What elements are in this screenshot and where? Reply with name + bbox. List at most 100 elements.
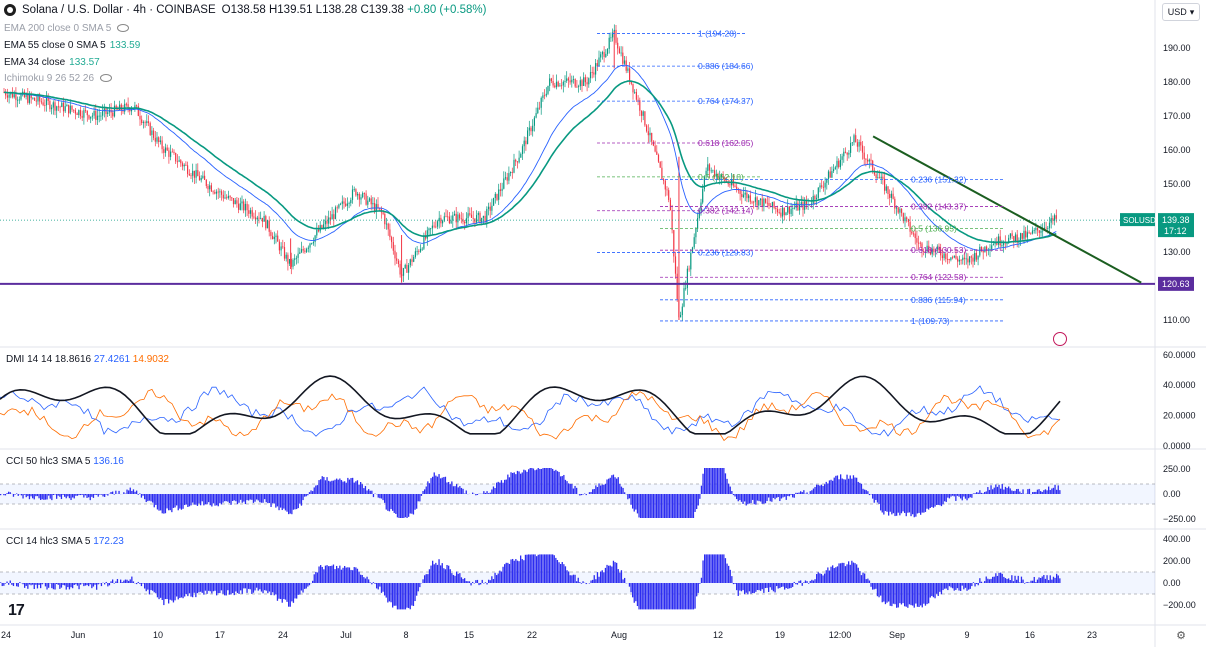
cci14-bar [828, 570, 831, 583]
tradingview-logo-icon[interactable]: 17 [8, 602, 25, 619]
cci50-bar [225, 494, 227, 502]
cci50-bar [171, 494, 173, 513]
candle-body [166, 147, 168, 151]
indicator-ichimoku[interactable]: Ichimoku 9 26 52 26 [4, 73, 113, 84]
cci14-bar [633, 583, 635, 603]
cci14-bar [758, 583, 760, 591]
candle-body [141, 119, 143, 124]
cci50-bar [974, 493, 976, 494]
indicator-ema34[interactable]: EMA 34 close 133.57 [4, 57, 100, 68]
price-tick-label: 160.00 [1163, 145, 1191, 155]
cci14-bar [716, 554, 719, 583]
candle-body [909, 221, 911, 232]
candle-body [787, 206, 789, 213]
cci14-bar [265, 583, 267, 591]
candle-body [1028, 232, 1030, 234]
cci14-bar [928, 583, 930, 604]
dmi-legend[interactable]: DMI 14 14 18.8616 27.4261 14.9032 [6, 354, 169, 365]
candle-body [1035, 228, 1037, 231]
cci50-bar [1001, 483, 1003, 494]
candle-body [586, 82, 588, 85]
cci14-bar [68, 583, 71, 590]
cci14-bar [385, 583, 387, 598]
cci50-bar [188, 494, 191, 507]
cci50-bar [1017, 488, 1019, 494]
candle-body [532, 125, 534, 132]
cci50-bar [856, 477, 858, 494]
cci50-bar [880, 494, 882, 511]
cci14-bar [993, 576, 995, 583]
cci50-bar [854, 477, 856, 494]
cci14-bar [688, 583, 690, 610]
cci14-bar [852, 562, 855, 583]
cci50-bar [35, 494, 37, 497]
cci14-bar [796, 583, 799, 585]
indicator-ema200[interactable]: EMA 200 close 0 SMA 5 [4, 23, 130, 34]
candle-body [300, 249, 303, 253]
indicator-ema55[interactable]: EMA 55 close 0 SMA 5 133.59 [4, 40, 141, 51]
cci14-legend[interactable]: CCI 14 hlc3 SMA 5 172.23 [6, 536, 124, 547]
cci50-bar [857, 481, 859, 494]
cci14-bar [80, 583, 82, 585]
cci14-bar [281, 583, 283, 603]
candle-body [229, 195, 231, 198]
candle-body [447, 216, 449, 218]
candle-body [428, 228, 430, 231]
cci14-bar [756, 583, 759, 590]
cci50-bar [580, 494, 583, 496]
cci50-bar [568, 483, 570, 494]
candle-body [448, 216, 450, 224]
candle-body [469, 213, 471, 215]
cci50-bar [196, 494, 199, 506]
cci14-bar [489, 580, 491, 583]
cci14-bar [838, 563, 840, 583]
candle-body [501, 188, 503, 191]
currency-button[interactable]: USD ▾ [1162, 3, 1200, 21]
hidden-eye-icon[interactable] [100, 74, 113, 83]
candle-body [120, 104, 122, 111]
candle-body [200, 178, 202, 181]
cci14-bar [72, 583, 74, 589]
candle-body [647, 131, 649, 136]
settings-gear-icon[interactable]: ⚙ [1176, 630, 1186, 642]
cci14-bar [857, 567, 859, 583]
price-tick-label: 190.00 [1163, 43, 1191, 53]
candle-body [486, 209, 488, 223]
candle-body [822, 186, 824, 188]
candle-body [771, 202, 773, 208]
cci14-bar [411, 583, 413, 606]
cci50-bar [985, 491, 987, 494]
cci14-bar [747, 583, 749, 595]
cci50-legend[interactable]: CCI 50 hlc3 SMA 5 136.16 [6, 456, 124, 467]
cci50-bar [134, 491, 136, 494]
cci50-bar [270, 494, 272, 507]
candle-body [958, 259, 960, 262]
cci50-bar [716, 468, 719, 494]
cci50-bar [712, 468, 714, 494]
cci14-bar [787, 583, 789, 589]
candle-body [690, 252, 692, 270]
candle-body [44, 105, 46, 106]
cci50-bar [548, 468, 551, 494]
candle-body [895, 207, 898, 209]
candle-body [496, 193, 498, 200]
cci50-bar [476, 494, 479, 496]
cci14-bar [124, 579, 127, 583]
candle-body [991, 245, 993, 250]
candle-body [799, 204, 801, 211]
x-axis-label: 23 [1087, 630, 1097, 640]
cci14-bar [958, 583, 960, 591]
cci14-bar [433, 564, 435, 583]
candle-body [802, 202, 804, 210]
cci50-bar [1059, 490, 1061, 494]
symbol-title[interactable]: Solana / U.S. Dollar · 4h · COINBASE [22, 4, 216, 16]
cci14-bar [776, 583, 778, 587]
cci14-bar [521, 559, 523, 583]
candle-body [722, 174, 724, 178]
hidden-eye-icon[interactable] [117, 24, 130, 33]
cci14-bar [529, 554, 531, 583]
cci50-bar [195, 494, 197, 505]
candle-body [800, 202, 802, 205]
candle-body [817, 187, 819, 198]
